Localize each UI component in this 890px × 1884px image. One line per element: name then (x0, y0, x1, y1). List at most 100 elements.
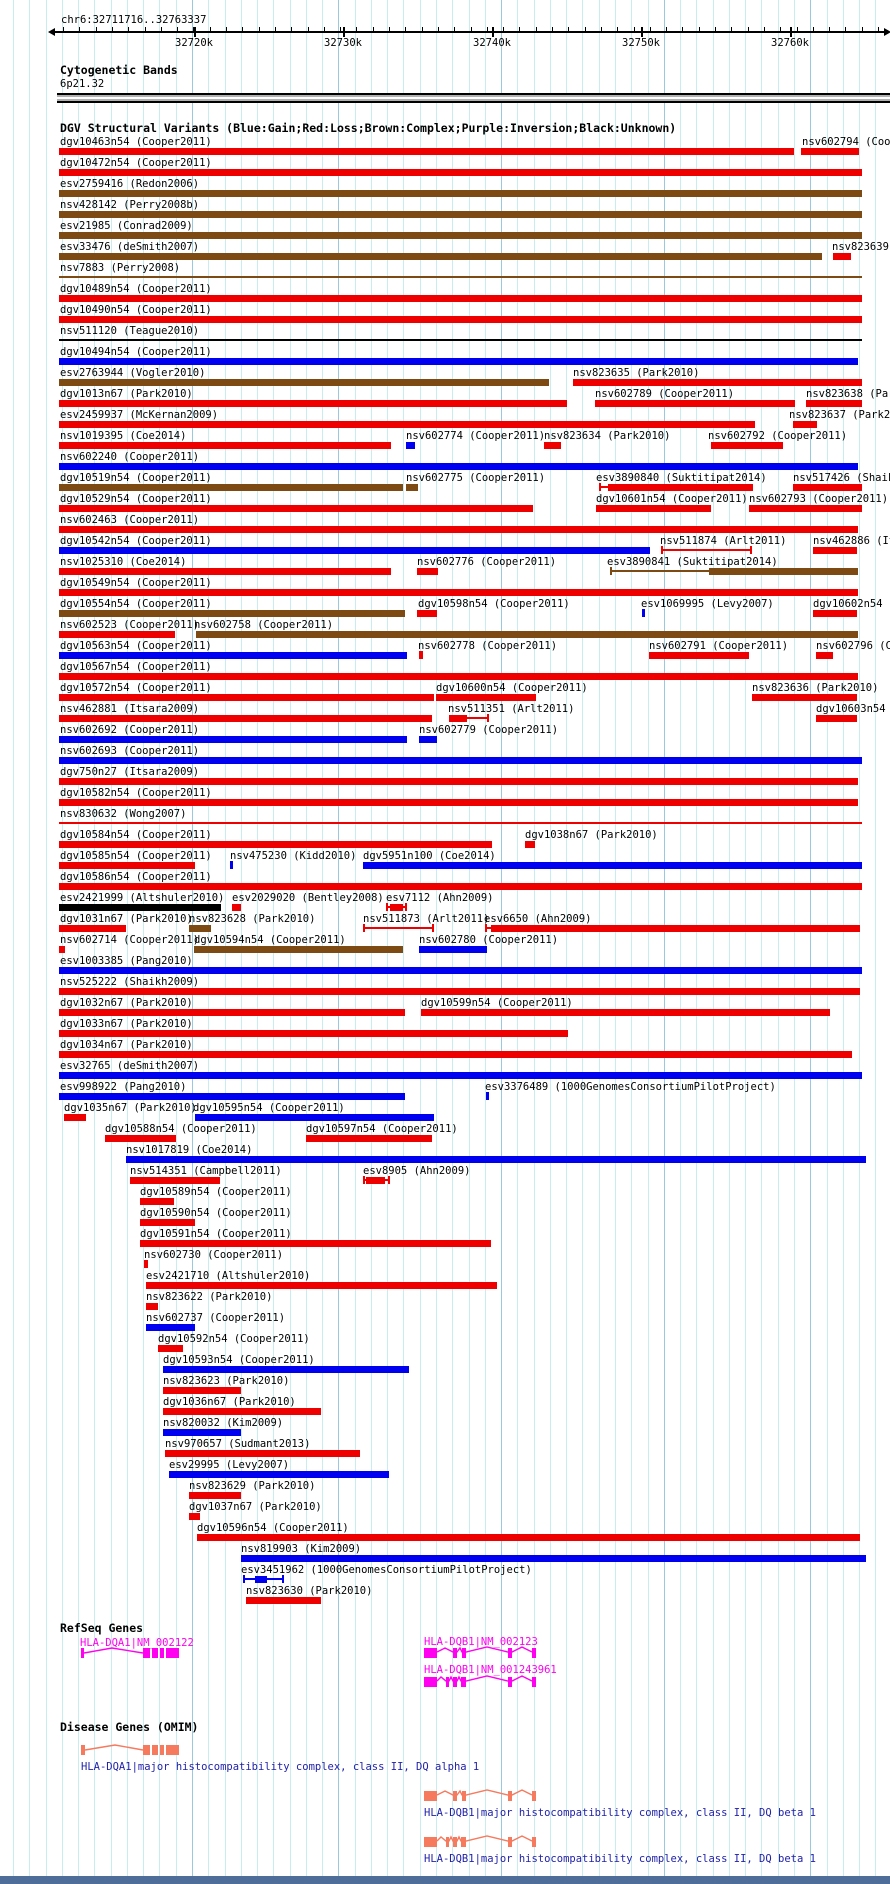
variant-bar[interactable] (59, 190, 862, 197)
variant-label[interactable]: dgv10490n54 (Cooper2011) (60, 304, 212, 316)
variant-bar[interactable] (709, 568, 858, 575)
variant-label[interactable]: nsv517426 (Shaikh2009) (793, 472, 890, 484)
variant-label[interactable]: esv3376489 (1000GenomesConsortiumPilotPr… (485, 1081, 776, 1093)
variant-bar[interactable] (59, 610, 405, 617)
variant-label[interactable]: dgv1034n67 (Park2010) (60, 1039, 193, 1051)
variant-range-line[interactable] (610, 570, 709, 572)
variant-bar[interactable] (146, 1324, 195, 1331)
variant-tick[interactable] (230, 861, 233, 869)
variant-bar[interactable] (419, 946, 487, 953)
variant-label[interactable]: esv3890840 (Suktitipat2014) (596, 472, 767, 484)
variant-label[interactable]: dgv1036n67 (Park2010) (163, 1396, 296, 1408)
variant-bar[interactable] (59, 421, 755, 428)
variant-bar[interactable] (59, 589, 858, 596)
variant-label[interactable]: esv33476 (deSmith2007) (60, 241, 200, 253)
variant-bar[interactable] (59, 778, 858, 785)
variant-range-line[interactable] (661, 549, 752, 551)
variant-bar[interactable] (59, 862, 195, 869)
variant-label[interactable]: nsv602758 (Cooper2011) (194, 619, 334, 631)
variant-label[interactable]: nsv823630 (Park2010) (246, 1585, 373, 1597)
variant-label[interactable]: dgv750n27 (Itsara2009) (60, 766, 200, 778)
variant-label[interactable]: dgv10600n54 (Cooper2011) (436, 682, 588, 694)
variant-bar[interactable] (59, 946, 65, 953)
variant-range-line[interactable] (485, 927, 491, 929)
variant-bar[interactable] (793, 484, 862, 491)
variant-range-cap[interactable] (363, 1176, 365, 1184)
variant-bar[interactable] (596, 505, 711, 512)
variant-label[interactable]: dgv10572n54 (Cooper2011) (60, 682, 212, 694)
variant-bar[interactable] (816, 652, 833, 659)
variant-label[interactable]: esv2029020 (Bentley2008) (232, 892, 384, 904)
variant-label[interactable]: nsv602789 (Cooper2011) (595, 388, 735, 400)
variant-bar[interactable] (59, 1051, 852, 1058)
variant-label[interactable]: nsv511351 (Arlt2011) (448, 703, 575, 715)
variant-label[interactable]: nsv602730 (Cooper2011) (144, 1249, 284, 1261)
variant-bar[interactable] (608, 484, 753, 491)
variant-bar[interactable] (525, 841, 535, 848)
variant-range-cap[interactable] (243, 1575, 245, 1583)
variant-bar[interactable] (595, 400, 795, 407)
variant-bar[interactable] (64, 1114, 86, 1121)
variant-bar[interactable] (649, 652, 749, 659)
variant-bar[interactable] (59, 988, 860, 995)
variant-label[interactable]: dgv10567n54 (Cooper2011) (60, 661, 212, 673)
variant-label[interactable]: nsv1025310 (Coe2014) (60, 556, 187, 568)
variant-label[interactable]: nsv823638 (Park2010) (806, 388, 890, 400)
variant-label[interactable]: nsv1017819 (Coe2014) (126, 1144, 253, 1156)
variant-label[interactable]: esv3451962 (1000GenomesConsortiumPilotPr… (241, 1564, 532, 1576)
variant-label[interactable]: dgv10603n54 (Cooper2011) (816, 703, 890, 715)
variant-bar[interactable] (59, 904, 221, 911)
variant-label[interactable]: nsv602794 (Cooper2011) (802, 136, 890, 148)
variant-bar[interactable] (59, 484, 403, 491)
variant-bar[interactable] (749, 505, 862, 512)
refseq-gene-label[interactable]: HLA-DQA1|NM_002122 (80, 1637, 194, 1649)
variant-label[interactable]: nsv511873 (Arlt2011) (363, 913, 490, 925)
variant-label[interactable]: dgv1031n67 (Park2010) (60, 913, 193, 925)
variant-label[interactable]: nsv511874 (Arlt2011) (660, 535, 787, 547)
variant-label[interactable]: nsv525222 (Shaikh2009) (60, 976, 200, 988)
variant-label[interactable]: dgv5951n100 (Coe2014) (363, 850, 496, 862)
variant-bar[interactable] (813, 610, 857, 617)
variant-bar[interactable] (197, 1534, 860, 1541)
variant-label[interactable]: esv2763944 (Vogler2010) (60, 367, 206, 379)
variant-label[interactable]: esv7112 (Ahn2009) (386, 892, 494, 904)
variant-label[interactable]: nsv602693 (Cooper2011) (60, 745, 200, 757)
variant-label[interactable]: nsv823634 (Park2010) (544, 430, 671, 442)
variant-bar[interactable] (59, 148, 794, 155)
variant-label[interactable]: dgv1037n67 (Park2010) (189, 1501, 322, 1513)
variant-label[interactable]: nsv428142 (Perry2008b) (60, 199, 200, 211)
variant-label[interactable]: esv998922 (Pang2010) (60, 1081, 187, 1093)
variant-label[interactable]: nsv823639 (Park2010) (832, 241, 890, 253)
variant-label[interactable]: nsv602780 (Cooper2011) (419, 934, 559, 946)
variant-bar[interactable] (306, 1135, 432, 1142)
variant-bar[interactable] (752, 694, 857, 701)
variant-bar[interactable] (146, 1282, 497, 1289)
variant-bar[interactable] (59, 442, 391, 449)
variant-label[interactable]: nsv823628 (Park2010) (189, 913, 316, 925)
variant-label[interactable]: dgv10529n54 (Cooper2011) (60, 493, 212, 505)
variant-range-cap[interactable] (363, 924, 365, 932)
variant-label[interactable]: dgv10601n54 (Cooper2011) (596, 493, 748, 505)
variant-label[interactable]: nsv823637 (Park2010) (789, 409, 890, 421)
variant-bar[interactable] (59, 883, 862, 890)
variant-label[interactable]: nsv462886 (Itsara2009) (813, 535, 890, 547)
variant-label[interactable]: dgv10584n54 (Cooper2011) (60, 829, 212, 841)
variant-label[interactable]: nsv475230 (Kidd2010) (230, 850, 357, 862)
variant-tick[interactable] (486, 1092, 489, 1100)
variant-range-cap[interactable] (386, 903, 388, 911)
variant-label[interactable]: nsv970657 (Sudmant2013) (165, 1438, 311, 1450)
variant-label[interactable]: dgv10591n54 (Cooper2011) (140, 1228, 292, 1240)
variant-bar[interactable] (146, 1303, 158, 1310)
variant-label[interactable]: nsv1019395 (Coe2014) (60, 430, 187, 442)
variant-label[interactable]: dgv10554n54 (Cooper2011) (60, 598, 212, 610)
variant-label[interactable]: dgv10589n54 (Cooper2011) (140, 1186, 292, 1198)
variant-bar[interactable] (189, 925, 211, 932)
variant-bar[interactable] (491, 925, 860, 932)
variant-label[interactable]: esv29995 (Levy2007) (169, 1459, 290, 1471)
variant-bar[interactable] (59, 925, 126, 932)
variant-label[interactable]: dgv10549n54 (Cooper2011) (60, 577, 212, 589)
variant-label[interactable]: dgv10472n54 (Cooper2011) (60, 157, 212, 169)
variant-label[interactable]: dgv10588n54 (Cooper2011) (105, 1123, 257, 1135)
variant-bar[interactable] (241, 1555, 866, 1562)
variant-bar[interactable] (59, 967, 862, 974)
